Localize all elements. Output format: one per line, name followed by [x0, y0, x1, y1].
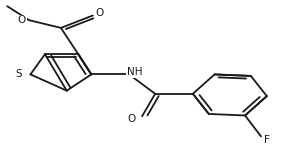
- Text: NH: NH: [127, 67, 143, 77]
- Text: O: O: [95, 8, 103, 18]
- Text: O: O: [18, 15, 26, 25]
- Text: F: F: [264, 135, 270, 145]
- Text: S: S: [16, 69, 22, 79]
- Text: O: O: [128, 114, 136, 124]
